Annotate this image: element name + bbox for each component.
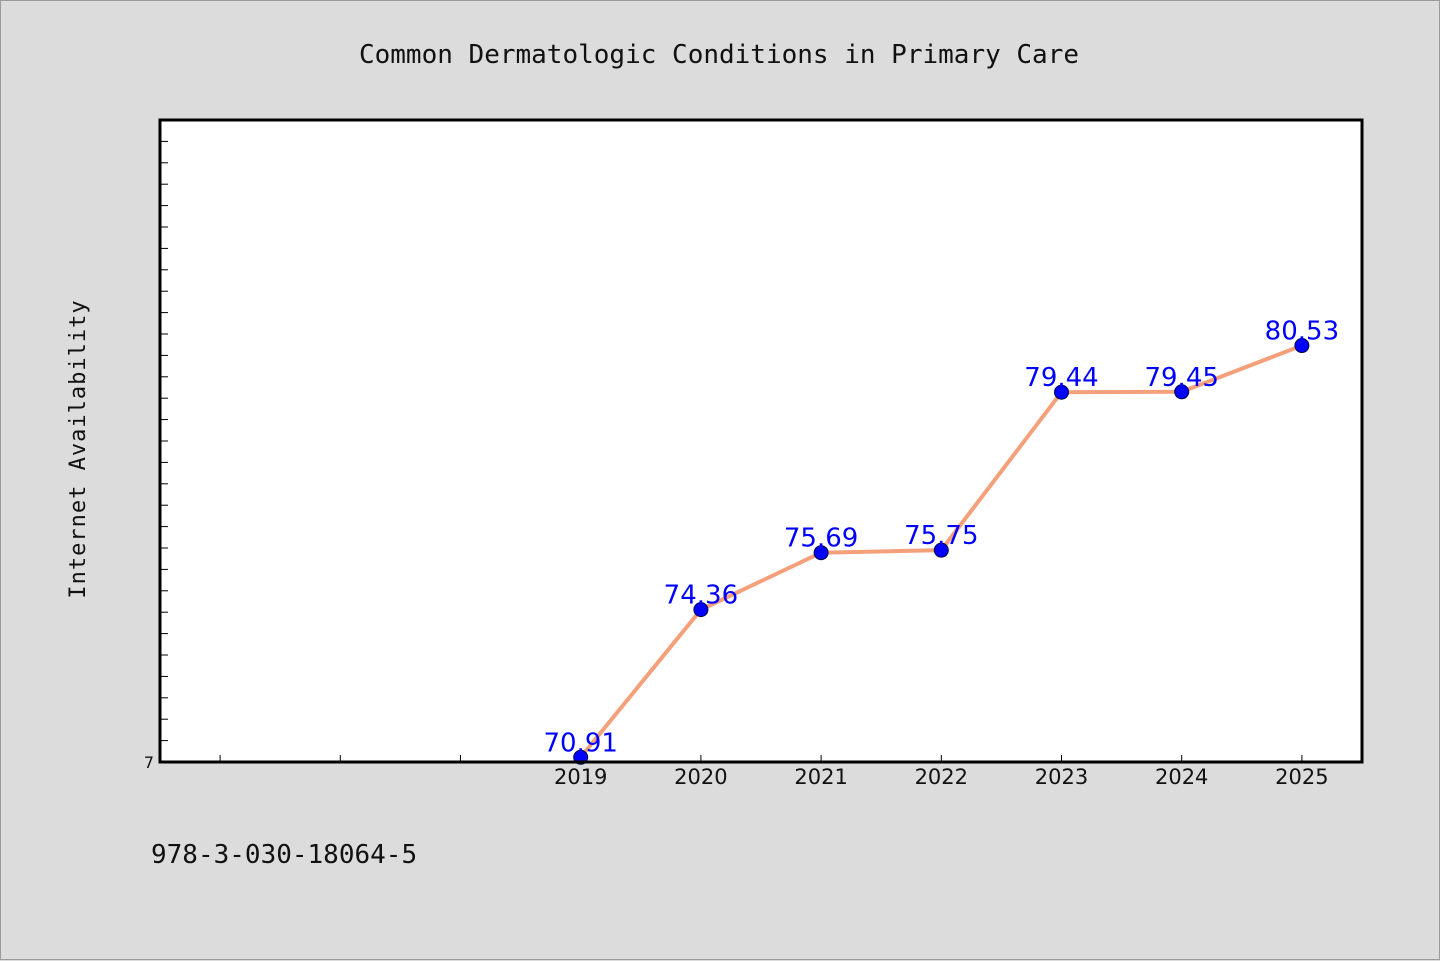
data-point [1054,384,1069,400]
x-tick-label: 2023 [1035,765,1088,789]
data-point [693,602,709,618]
data-label: 70.91 [543,728,617,758]
data-point [813,545,829,561]
x-tick-label: 2020 [674,765,727,789]
y-tick-label: 7 [144,753,154,772]
data-label: 74.36 [664,581,738,611]
x-tick-label: 2025 [1275,765,1328,789]
plot-border [158,118,1364,764]
data-label: 75.75 [904,521,978,551]
plot-area [160,120,1362,762]
footer-isbn: 978-3-030-18064-5 [151,840,417,870]
data-point [1174,384,1190,400]
data-label: 79.45 [1144,363,1218,393]
y-axis-label: Internet Availability [66,299,91,598]
series-group: 70.91 74.36 75.69 75.75 79.44 79.45 80.53 [543,317,1339,765]
x-tick-label: 2021 [794,765,847,789]
data-label: 79.44 [1024,363,1098,393]
data-point [1294,338,1310,354]
x-tick-label: 2024 [1155,765,1208,789]
x-axis-ticks: 2019 2020 2021 2022 2023 2024 2025 [219,755,1329,789]
data-point [933,542,949,558]
data-label: 75.69 [784,524,858,554]
x-tick-label: 2019 [554,765,607,789]
data-label: 80.53 [1265,317,1339,347]
chart-title: Common Dermatologic Conditions in Primar… [359,40,1079,70]
x-tick-label: 2022 [915,765,968,789]
